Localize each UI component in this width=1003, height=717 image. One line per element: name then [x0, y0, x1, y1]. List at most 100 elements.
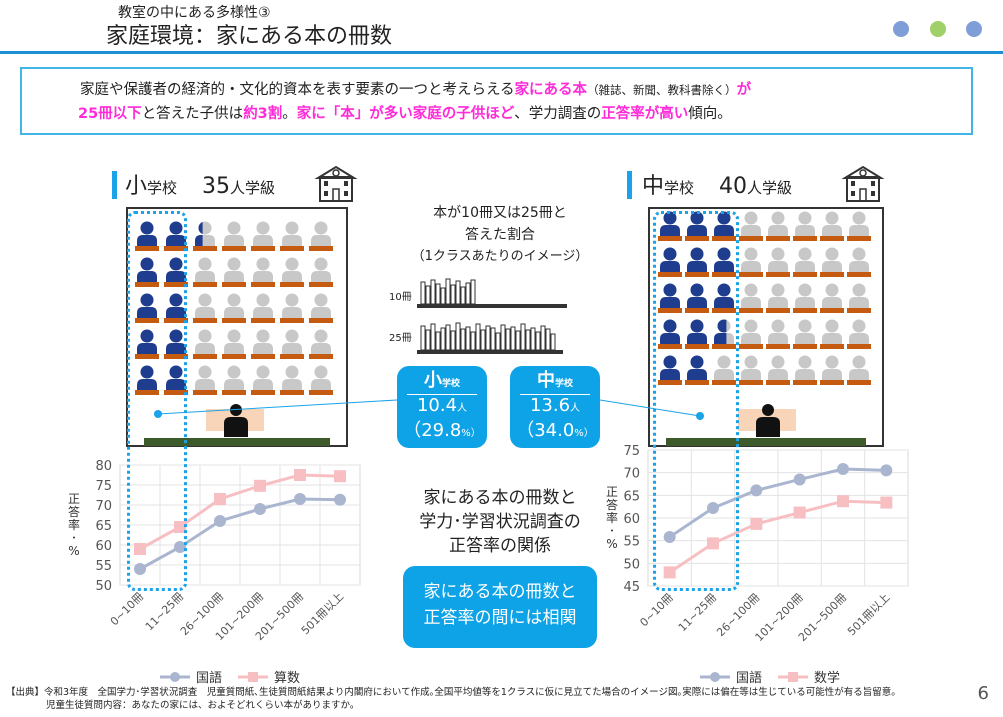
- label-10-books: 10冊: [389, 292, 412, 303]
- decor-dot-2: [930, 21, 946, 37]
- badge-level-small: 学校: [554, 379, 573, 389]
- conclusion-box: 家にある本の冊数と 正答率の間には相関: [403, 566, 597, 648]
- data-point: [837, 495, 849, 508]
- student-icon: [193, 293, 217, 323]
- summary-highlight: 約3割: [243, 106, 283, 122]
- x-tick-label: 0~10冊: [108, 590, 146, 628]
- data-point: [254, 479, 266, 492]
- book-icon: [460, 328, 466, 351]
- conclusion-line-1: 家にある本の冊数と: [423, 582, 577, 602]
- elementary-heading: 小学校 35人学級: [125, 168, 275, 200]
- summary-text: 家庭や保護者の経済的・文化的資本を表す要素の一つと考えらえる: [80, 82, 515, 98]
- school-building-icon: [314, 165, 358, 202]
- book-icon: [435, 283, 441, 305]
- data-point: [880, 464, 893, 477]
- section-marker: [112, 171, 117, 199]
- y-axis-label: 正答率･%: [68, 492, 80, 558]
- x-tick-label: 0~10冊: [637, 591, 675, 629]
- student-icon: [164, 221, 188, 251]
- y-tick-label: 50: [95, 579, 112, 594]
- summary-text: 傾向。: [688, 106, 732, 122]
- book-icon: [430, 279, 436, 305]
- student-icon: [309, 293, 333, 323]
- relation-line-2: 学力･学習状況調査の: [419, 512, 581, 532]
- y-tick-label: 70: [95, 499, 112, 514]
- student-icon: [685, 355, 709, 385]
- y-tick-label: 55: [623, 535, 640, 550]
- student-icon: [847, 247, 871, 277]
- y-tick-label: 45: [623, 580, 640, 595]
- badge-count: 13.6: [529, 395, 571, 416]
- book-icon: [520, 323, 526, 351]
- junior-student-grid: [658, 211, 871, 385]
- level-suffix: 学校: [664, 179, 695, 197]
- summary-note: （雑誌、新聞、教科書除く）: [587, 83, 737, 97]
- book-icon: [420, 281, 426, 305]
- student-icon: [847, 283, 871, 313]
- book-icon: [525, 329, 531, 351]
- data-point: [793, 473, 806, 486]
- summary-text: 、学力調査の: [514, 106, 602, 122]
- student-icon: [251, 221, 275, 251]
- y-axis-label-char: 率: [68, 517, 80, 532]
- student-icon: [164, 257, 188, 287]
- student-icon: [847, 211, 871, 241]
- title-underline: [0, 51, 1003, 54]
- section-marker: [627, 171, 632, 199]
- student-icon: [739, 319, 763, 349]
- data-point: [750, 517, 763, 530]
- student-icon: [793, 319, 817, 349]
- badge-level: 小: [423, 370, 442, 391]
- footnote-line-1: 【出典】令和3年度 全国学力･学習状況調査 児童質問紙､生徒質問紙結果より内閣府…: [6, 687, 901, 698]
- student-icon: [251, 329, 275, 359]
- chart-legend: 国語 算数: [160, 670, 300, 685]
- book-icon: [465, 282, 471, 305]
- book-icon: [475, 323, 481, 351]
- book-icon: [505, 328, 511, 351]
- classroom-floor: [666, 438, 866, 446]
- student-icon: [685, 319, 709, 349]
- legend-marker: [710, 672, 720, 682]
- books-illustration: [417, 278, 567, 354]
- y-axis-label-char: ･: [71, 531, 77, 545]
- bookshelf: [417, 304, 567, 308]
- x-tick-label: 11~25冊: [676, 591, 719, 634]
- badge-unit: 人: [457, 403, 468, 414]
- y-tick-label: 50: [623, 557, 640, 572]
- y-tick-label: 65: [623, 489, 640, 504]
- student-icon: [222, 365, 246, 395]
- student-icon: [251, 257, 275, 287]
- data-point: [880, 496, 893, 509]
- data-point: [334, 470, 346, 483]
- badge-percent-unit: %）: [574, 428, 594, 439]
- student-icon: [135, 293, 159, 323]
- y-axis-label-char: %: [68, 544, 79, 558]
- class-suffix: 人学級: [230, 179, 276, 197]
- desc-line-3: （1クラスあたりのイメージ）: [411, 249, 589, 264]
- student-icon: [658, 283, 682, 313]
- bookshelf: [417, 350, 563, 354]
- student-icon: [685, 247, 709, 277]
- summary-highlight: 正答率が高い: [601, 106, 689, 122]
- y-axis-label-char: 答: [606, 497, 618, 512]
- student-icon: [766, 283, 790, 313]
- student-icon: [793, 211, 817, 241]
- elementary-student-grid: [135, 221, 333, 395]
- level-label: 小: [125, 174, 148, 199]
- student-icon: [135, 221, 159, 251]
- badge-level: 中: [536, 370, 555, 391]
- data-point: [793, 506, 806, 519]
- student-icon: [222, 329, 246, 359]
- student-icon: [847, 319, 871, 349]
- data-point: [663, 566, 676, 579]
- x-tick-label: 501冊以上: [845, 591, 892, 638]
- student-icon: [135, 365, 159, 395]
- book-icon: [480, 329, 486, 351]
- summary-box: 家庭や保護者の経済的・文化的資本を表す要素の一つと考えらえる家にある本（雑誌、新…: [20, 67, 973, 135]
- data-point: [174, 541, 186, 553]
- book-icon: [445, 278, 451, 305]
- student-icon: [793, 247, 817, 277]
- book-icon: [510, 326, 516, 351]
- book-icon: [445, 324, 451, 351]
- student-icon: [820, 355, 844, 385]
